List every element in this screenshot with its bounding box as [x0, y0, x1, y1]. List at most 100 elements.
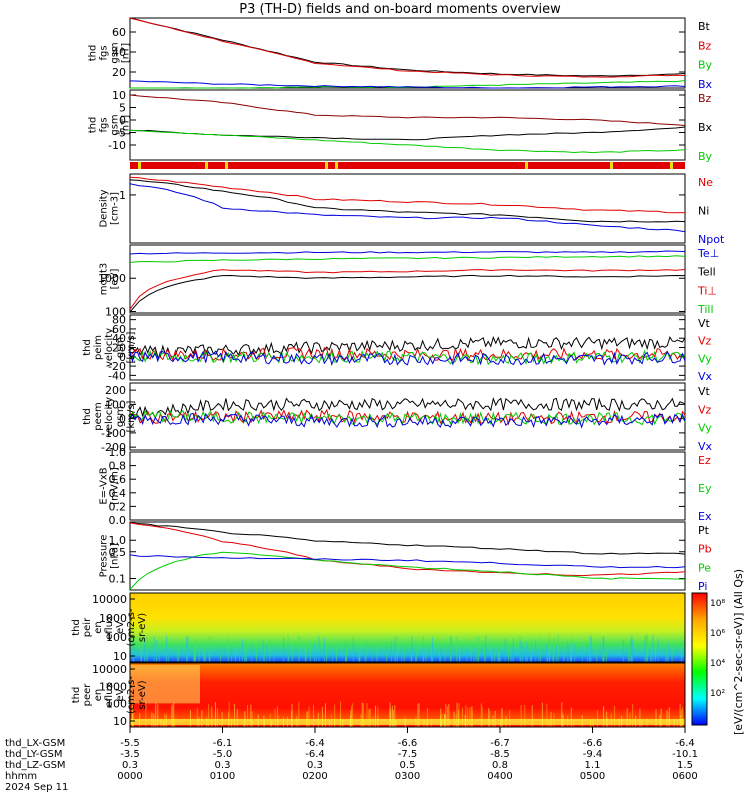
y-axis-label: en — [93, 689, 104, 702]
y-axis-label: (cm2-s- — [126, 608, 137, 646]
y-tick-label: -100 — [101, 427, 126, 440]
x-tick-label: 0200 — [302, 771, 327, 782]
y-axis-label: peir — [82, 617, 93, 637]
y-tick-label: 100 — [106, 698, 127, 711]
panel-fgs-gsm: 20 40 60 Bt Bz By Bx thd fgs gsm [nT] — [88, 17, 713, 91]
x-tick-label: -10.1 — [672, 749, 698, 760]
panel-frame — [129, 592, 686, 663]
y-axis-label: gsm — [115, 406, 126, 427]
y-axis-label: eV — [115, 688, 126, 701]
series-line-Till — [129, 255, 686, 263]
y-tick-label: -40 — [108, 369, 126, 382]
x-tick-label: 0400 — [487, 771, 512, 782]
panel-frame — [129, 89, 686, 161]
y-axis-label: gsm — [115, 337, 126, 358]
legend-entry: Vx — [698, 440, 713, 453]
y-tick-label: 1 — [119, 189, 126, 202]
series-line-Bt — [129, 17, 686, 77]
legend-entry: Pb — [698, 543, 712, 556]
colorbar-tick-label: 10⁴ — [710, 659, 725, 669]
y-tick-label: 10000 — [92, 593, 127, 606]
x-tick-label: -5.0 — [213, 749, 233, 760]
x-row-label: thd_LX-GSM — [5, 738, 65, 749]
flag-marker — [325, 162, 328, 169]
y-axis-label: mogt3 — [99, 263, 110, 296]
x-tick-label: -6.4 — [305, 749, 325, 760]
legend-entry: Bx — [698, 78, 713, 91]
panel-frame — [129, 173, 686, 244]
x-tick-label: -8.5 — [490, 749, 510, 760]
series-line-Vz — [129, 346, 686, 362]
y-axis-label: E=-VxB — [99, 467, 110, 504]
y-tick-label: 0.8 — [109, 460, 127, 473]
x-tick-label: 0100 — [210, 771, 235, 782]
series-line-Bz — [129, 94, 686, 126]
legend-entry: Vt — [698, 385, 711, 398]
colorbar-label: [eV/(cm^2-sec-sr-eV)] (All Qs) — [732, 569, 745, 735]
panel-efield: 0.00.20.40.60.81.0 Ez Ey Ex E=-VxB [mV/m] — [99, 446, 712, 527]
series-line-Pe — [129, 551, 686, 590]
panel-peer-spectrogram: 10 100 1000 10000 thd peer en eflux eV (cm2-s-sr-… — [71, 662, 686, 728]
series-line-Te⊥ — [129, 250, 686, 255]
y-tick-label: 40 — [112, 46, 126, 59]
y-axis-label: thd — [71, 687, 82, 704]
series-line-Pb — [129, 522, 686, 577]
y-axis-label: eV — [115, 621, 126, 634]
legend-entry: Pi — [698, 580, 707, 593]
legend-entry: Bt — [698, 20, 711, 33]
series-line-Pt — [129, 522, 686, 555]
spectrogram-fill — [130, 663, 685, 727]
y-tick-label: 0.6 — [109, 473, 127, 486]
y-axis-label: [km/s] — [126, 400, 137, 432]
legend-entry: Bz — [698, 92, 712, 105]
y-axis-label: thd — [82, 408, 93, 425]
y-axis-label: sr-eV) — [137, 613, 148, 642]
y-tick-label: 20 — [112, 66, 126, 79]
series-line-Vt — [129, 396, 686, 421]
y-tick-label: 200 — [105, 384, 126, 397]
x-tick-label: 0300 — [395, 771, 420, 782]
legend-entry: Ex — [698, 510, 712, 523]
panel-pressure: 0.1 0.51.0 Pt Pb Pe Pi Pressure [nPa] — [99, 521, 712, 593]
x-tick-label: -6.6 — [398, 738, 418, 749]
series-line-Vt — [129, 335, 686, 358]
y-axis-label: [nPa] — [110, 543, 121, 569]
y-axis-label: peim — [93, 335, 104, 360]
spectrogram-fill — [130, 593, 685, 662]
x-tick-label: -6.1 — [213, 738, 233, 749]
legend-entry: Ni — [698, 205, 709, 218]
flag-marker — [225, 162, 228, 169]
y-tick-label: 0.5 — [109, 546, 127, 559]
y-axis-label: [nT] — [121, 115, 132, 135]
colorbar — [691, 592, 708, 726]
y-tick-label: 10000 — [92, 663, 127, 676]
series-line-Vx — [129, 412, 686, 429]
legend-entry: By — [698, 150, 713, 163]
y-tick-label: 0 — [119, 351, 126, 364]
y-axis-label: [mV/m] — [110, 467, 121, 505]
y-tick-label: 1000 — [98, 272, 126, 285]
y-tick-label: 100 — [105, 398, 126, 411]
legend-entry: Till — [697, 303, 714, 316]
y-axis-label: [cm-3] — [110, 192, 121, 225]
series-line-Npot — [129, 183, 686, 233]
y-tick-label: 40 — [112, 332, 126, 345]
y-tick-label: 0.4 — [109, 487, 127, 500]
legend-entry: Pe — [698, 561, 711, 574]
plot-title: P3 (TH-D) fields and on-board moments ov… — [239, 2, 561, 17]
y-axis-label: en — [93, 621, 104, 634]
legend-entry: Ti⊥ — [697, 284, 717, 297]
x-tick-label: -3.5 — [120, 749, 140, 760]
x-tick-label: 0500 — [580, 771, 605, 782]
y-axis-label: sr-eV) — [137, 680, 148, 709]
flag-marker — [335, 162, 338, 169]
x-tick-label: -6.7 — [490, 738, 510, 749]
flag-bar — [130, 162, 685, 169]
y-tick-label: 1000 — [99, 612, 127, 625]
series-line-Ne — [129, 176, 686, 214]
panel-frame — [129, 521, 686, 591]
